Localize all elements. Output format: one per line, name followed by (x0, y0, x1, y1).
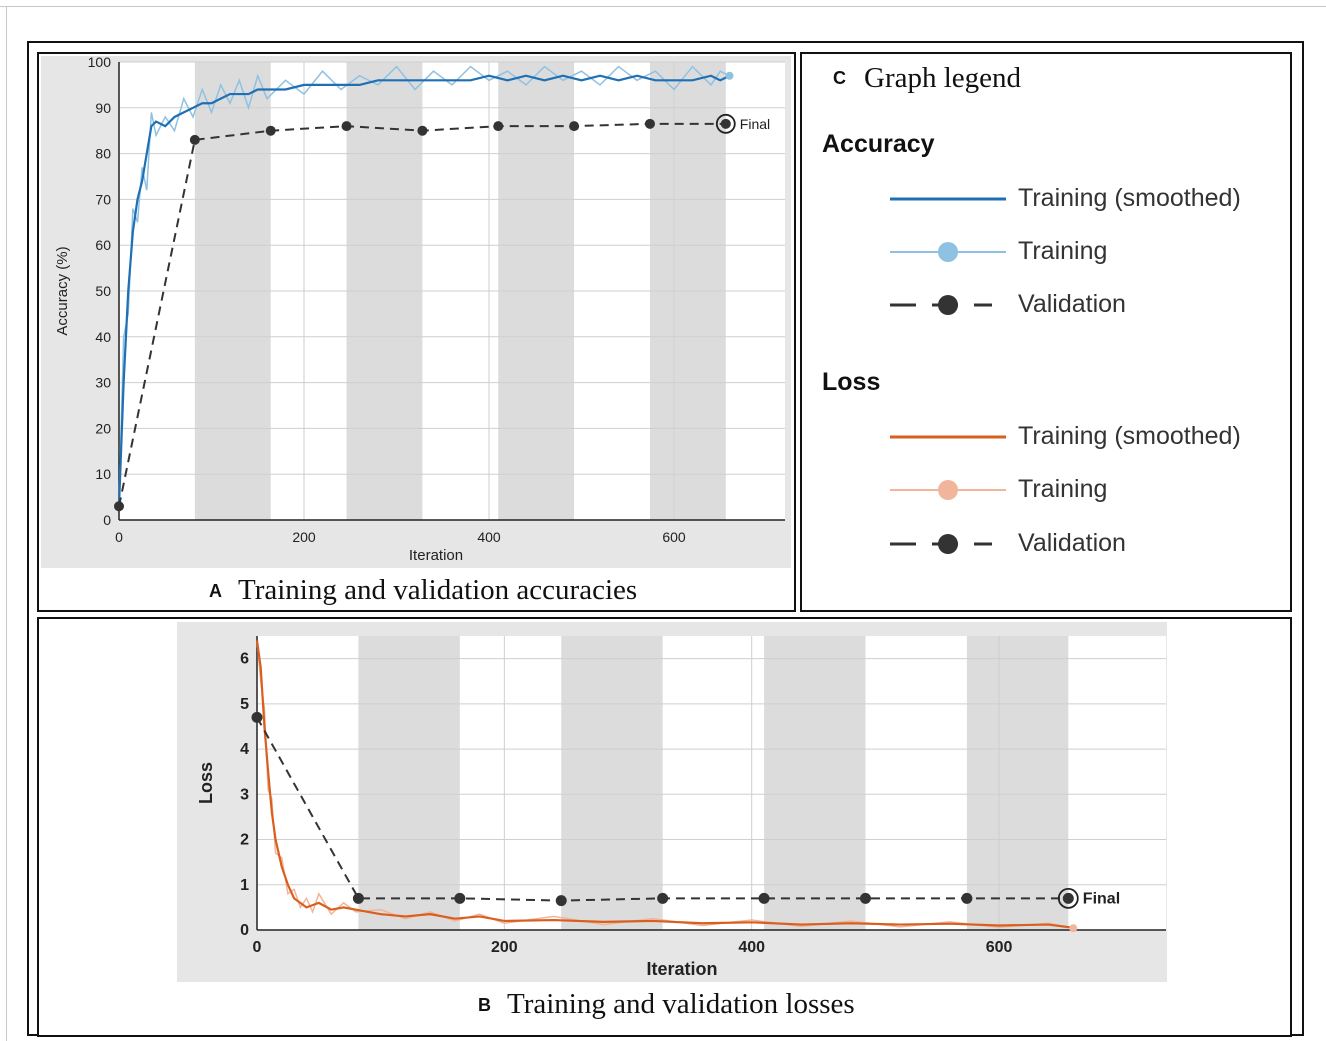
validation-point (569, 121, 580, 132)
validation-point (352, 892, 364, 904)
y-tick-label: 10 (95, 466, 111, 482)
epoch-band (561, 636, 663, 930)
validation-point (555, 895, 567, 907)
panel-a-caption-text: Training and validation accuracies (238, 574, 638, 606)
legend-accuracy-item-label: Training (1018, 237, 1108, 265)
page-frame-top (0, 6, 1326, 7)
panel-b-letter: B (478, 995, 491, 1015)
legend-loss-item-label: Training (1018, 475, 1108, 503)
legend-swatch-training-dot (938, 242, 958, 262)
x-tick-label: 0 (253, 939, 262, 956)
page-frame-left (6, 6, 7, 1041)
validation-point (644, 118, 655, 129)
x-axis-label: Iteration (646, 959, 717, 979)
x-tick-label: 200 (292, 529, 316, 545)
panel-b-caption: B Training and validation losses (478, 988, 855, 1021)
panel-a-caption: A Training and validation accuracies (209, 574, 637, 607)
legend-swatch-validation-dot (938, 295, 958, 315)
validation-point (251, 711, 263, 723)
x-tick-label: 400 (738, 939, 765, 956)
validation-point (859, 892, 871, 904)
panel-b-caption-text: Training and validation losses (507, 988, 855, 1020)
legend-loss-item-label: Validation (1018, 529, 1126, 557)
y-tick-label: 0 (103, 512, 111, 528)
x-tick-label: 200 (491, 939, 518, 956)
x-tick-label: 600 (662, 529, 686, 545)
series-training-endpoint (725, 71, 734, 80)
validation-point (758, 892, 770, 904)
y-tick-label: 30 (95, 375, 111, 391)
final-marker (715, 113, 736, 134)
panel-c-letter: C (833, 68, 846, 88)
validation-point (265, 125, 276, 136)
legend-title: C Graph legend (833, 62, 1021, 95)
x-axis-label: Iteration (409, 547, 463, 564)
validation-point (114, 501, 124, 512)
y-axis-label: Loss (196, 762, 216, 804)
validation-point (493, 121, 504, 132)
legend-swatch-validation-dot (938, 534, 958, 554)
epoch-band (358, 636, 460, 930)
y-tick-label: 0 (240, 922, 249, 939)
epoch-band (966, 636, 1069, 930)
final-label: Final (740, 116, 770, 132)
final-marker (1057, 887, 1079, 909)
validation-point (961, 892, 973, 904)
y-axis-label: Accuracy (%) (54, 246, 71, 335)
x-tick-label: 400 (477, 529, 501, 545)
y-tick-label: 90 (95, 100, 111, 116)
y-tick-label: 2 (240, 832, 249, 849)
validation-point (417, 125, 428, 136)
y-tick-label: 60 (95, 237, 111, 253)
series-training-line (118, 65, 730, 507)
x-tick-label: 0 (115, 529, 123, 545)
y-tick-label: 1 (240, 877, 249, 894)
validation-point (657, 892, 669, 904)
validation-point (341, 121, 352, 132)
legend-title-text: Graph legend (864, 62, 1022, 94)
validation-point (720, 118, 731, 129)
epoch-band (764, 636, 866, 930)
y-tick-label: 20 (95, 420, 111, 436)
series-training-smoothed-line (255, 640, 1074, 929)
y-tick-label: 80 (95, 146, 111, 162)
panel-a-letter: A (209, 581, 222, 601)
x-tick-label: 600 (986, 939, 1013, 956)
validation-point (189, 134, 200, 145)
y-tick-label: 40 (95, 329, 111, 345)
legend-loss-heading: Loss (822, 368, 881, 396)
legend-accuracy-item-label: Training (smoothed) (1018, 184, 1241, 212)
y-tick-label: 70 (95, 191, 111, 207)
validation-point (454, 892, 466, 904)
y-tick-label: 3 (240, 786, 249, 803)
legend-swatch-training-dot (938, 480, 958, 500)
final-label: Final (1083, 890, 1120, 907)
series-training-endpoint (1069, 924, 1078, 933)
legend-accuracy-item-label: Validation (1018, 290, 1126, 318)
y-tick-label: 100 (88, 54, 112, 70)
validation-point (1062, 892, 1074, 904)
series-training-smoothed-line (117, 74, 730, 507)
y-tick-label: 6 (240, 651, 249, 668)
legend-loss-item-label: Training (smoothed) (1018, 422, 1241, 450)
y-tick-label: 50 (95, 283, 111, 299)
panel-c (800, 52, 1292, 612)
y-tick-label: 5 (240, 696, 249, 713)
y-tick-label: 4 (240, 741, 249, 758)
legend-accuracy-heading: Accuracy (822, 130, 935, 158)
